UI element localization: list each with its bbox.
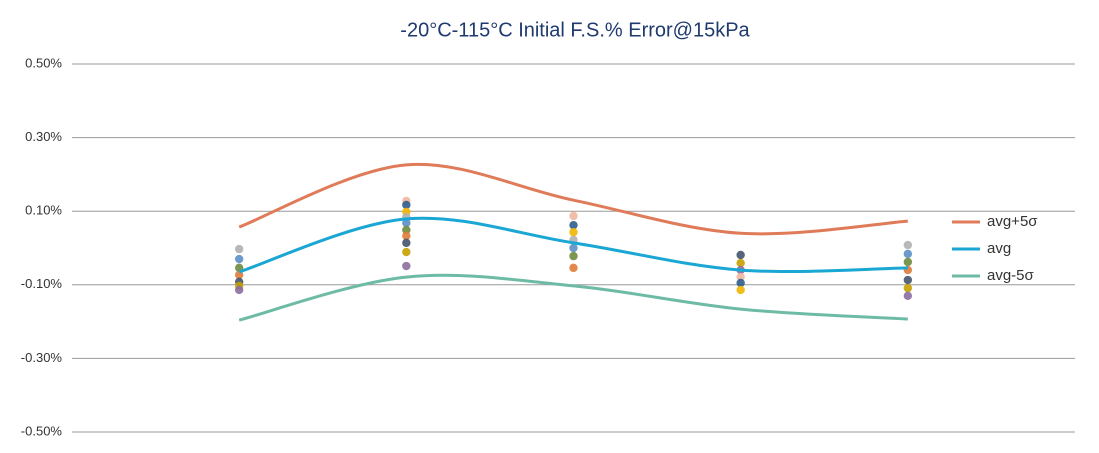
data-point (402, 238, 411, 248)
y-tick-label: -0.50% (21, 423, 63, 438)
data-point (903, 257, 913, 267)
data-point (234, 244, 244, 254)
data-point (402, 231, 411, 241)
data-point (569, 243, 578, 253)
y-tick-label: -0.30% (21, 350, 63, 365)
data-point (903, 283, 913, 293)
data-point (234, 285, 244, 295)
data-point (903, 291, 913, 301)
data-point (736, 285, 745, 295)
data-point (736, 272, 745, 282)
data-point (903, 240, 913, 250)
data-point (569, 251, 578, 261)
data-point (903, 249, 913, 259)
data-point (569, 220, 578, 230)
data-point (903, 275, 913, 285)
data-point (402, 218, 411, 228)
y-tick-label: -0.10% (21, 276, 63, 291)
data-point (569, 263, 578, 273)
data-point (402, 261, 411, 271)
data-point (736, 258, 745, 268)
legend-label: avg+5σ (987, 213, 1038, 230)
series-line (238, 273, 908, 322)
legend-label: avg (987, 240, 1011, 257)
data-point (569, 227, 578, 237)
y-tick-label: 0.30% (25, 129, 62, 144)
data-point (402, 225, 411, 235)
data-point (736, 250, 745, 260)
series-line (238, 216, 908, 274)
data-point (402, 200, 411, 210)
data-point (736, 278, 745, 288)
data-point (234, 254, 244, 264)
data-point (569, 211, 578, 221)
data-point (402, 247, 411, 257)
y-tick-label: 0.50% (25, 55, 62, 70)
y-tick-label: 0.10% (25, 203, 62, 218)
chart-title: -20°C-115°C Initial F.S.% Error@15kPa (400, 19, 750, 41)
series-line (238, 162, 908, 236)
legend-label: avg-5σ (987, 267, 1035, 284)
